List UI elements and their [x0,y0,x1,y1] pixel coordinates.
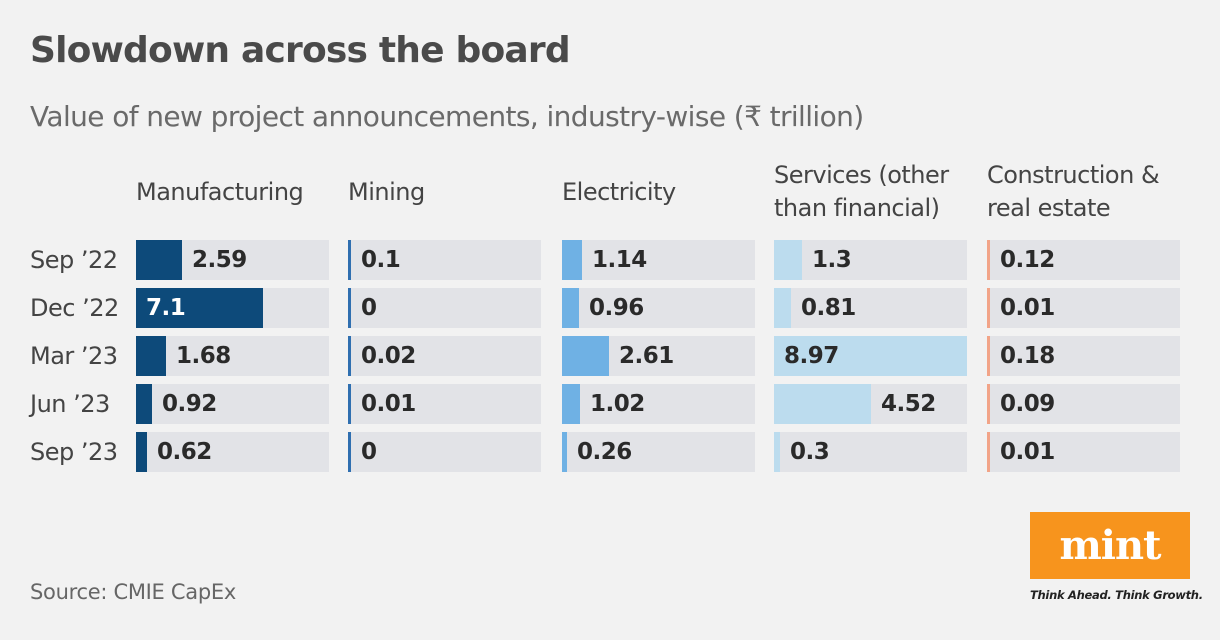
column-header: Services (other than financial) [774,161,949,222]
bar [348,288,351,328]
data-label: 0.96 [589,295,644,321]
bar-cell: 0.09 [987,384,1180,424]
bar-cell: 0.01 [987,288,1180,328]
bar-cell: 0.26 [562,432,755,472]
bar-cell: 0.62 [136,432,329,472]
bar [136,240,182,280]
bar [774,384,871,424]
bar [562,240,582,280]
data-label: 0.3 [790,439,830,465]
bar [987,384,990,424]
bar [136,432,147,472]
data-label: 1.14 [592,247,647,273]
data-label: 1.02 [590,391,645,417]
bar [774,288,791,328]
bar-cell: 2.59 [136,240,329,280]
bar [136,288,263,328]
row-label: Sep ’23 [30,438,118,466]
bar-cell: 7.1 [136,288,329,328]
bar-cell: 0.96 [562,288,755,328]
data-label: 0.09 [1000,391,1055,417]
bar-cell: 0.01 [348,384,541,424]
bar-cell: 4.52 [774,384,967,424]
bar [562,336,609,376]
bar [987,432,990,472]
bar [348,384,351,424]
bar [348,240,351,280]
column-header: Manufacturing [136,177,304,206]
data-label: 0.01 [1000,439,1055,465]
data-label: 2.59 [192,247,247,273]
bar [348,432,351,472]
data-label: 0.02 [361,343,416,369]
row-label: Jun ’23 [30,390,110,418]
column-header: Mining [348,177,425,206]
bar [136,384,152,424]
logo-text: mint [1059,522,1161,569]
bar-cell: 0.1 [348,240,541,280]
mint-logo: mint [1030,512,1190,579]
bar-cell: 8.97 [774,336,967,376]
bar [774,336,967,376]
data-label: 0.01 [1000,295,1055,321]
data-label: 0.01 [361,391,416,417]
bar-cell: 1.02 [562,384,755,424]
source-note: Source: CMIE CapEx [30,580,236,604]
bar [987,240,990,280]
data-label: 4.52 [881,391,936,417]
bar-cell: 0.81 [774,288,967,328]
bar-cell: 1.14 [562,240,755,280]
bar-cell: 0 [348,288,541,328]
bar-cell: 0.12 [987,240,1180,280]
bar-cell: 0.02 [348,336,541,376]
data-label: 0.12 [1000,247,1055,273]
data-label: 0.62 [157,439,212,465]
data-label: 0.26 [577,439,632,465]
row-label: Sep ’22 [30,246,118,274]
data-label: 0 [361,439,377,465]
logo-tagline: Think Ahead. Think Growth. [1030,588,1203,602]
column-header: Construction & real estate [987,161,1160,222]
data-label: 0.81 [801,295,856,321]
data-label: 1.68 [176,343,231,369]
bar-cell: 0 [348,432,541,472]
row-label: Dec ’22 [30,294,119,322]
data-label: 8.97 [784,343,839,369]
row-label: Mar ’23 [30,342,118,370]
data-label: 0.92 [162,391,217,417]
bar [562,432,567,472]
data-label: 1.3 [812,247,852,273]
bar-cell: 0.01 [987,432,1180,472]
bar [987,336,990,376]
data-label: 0.1 [361,247,401,273]
bar [136,336,166,376]
bar [774,240,802,280]
chart-title: Slowdown across the board [30,30,571,71]
bar-cell: 0.92 [136,384,329,424]
bar [774,432,780,472]
data-label: 0.18 [1000,343,1055,369]
data-label: 2.61 [619,343,674,369]
bar [348,336,351,376]
bar-cell: 1.68 [136,336,329,376]
bar [987,288,990,328]
bar [562,288,579,328]
bar-cell: 0.3 [774,432,967,472]
bar-cell: 0.18 [987,336,1180,376]
data-label: 7.1 [146,295,186,321]
bar-cell: 2.61 [562,336,755,376]
bar [562,384,580,424]
column-header: Electricity [562,177,676,206]
bar-cell: 1.3 [774,240,967,280]
chart-subtitle: Value of new project announcements, indu… [30,100,864,133]
data-label: 0 [361,295,377,321]
